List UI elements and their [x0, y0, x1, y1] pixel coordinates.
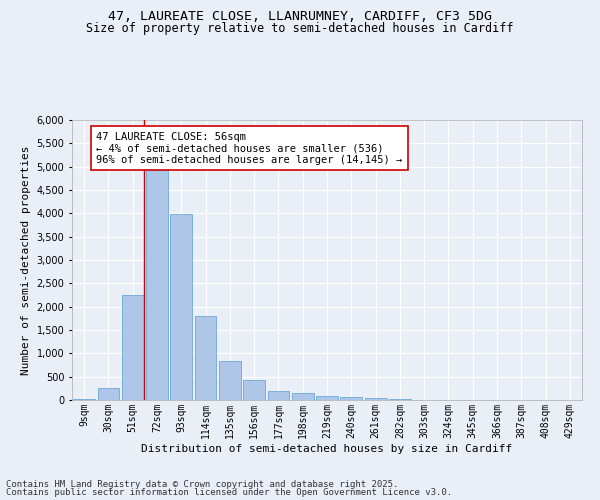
Bar	[122, 295, 143, 400]
Bar	[268, 390, 289, 400]
Text: Contains HM Land Registry data © Crown copyright and database right 2025.: Contains HM Land Registry data © Crown c…	[6, 480, 398, 489]
Bar	[292, 393, 314, 400]
Bar	[219, 361, 241, 400]
Text: Size of property relative to semi-detached houses in Cardiff: Size of property relative to semi-detach…	[86, 22, 514, 35]
X-axis label: Distribution of semi-detached houses by size in Cardiff: Distribution of semi-detached houses by …	[142, 444, 512, 454]
Bar	[389, 398, 411, 400]
Bar	[243, 380, 265, 400]
Bar	[146, 169, 168, 400]
Y-axis label: Number of semi-detached properties: Number of semi-detached properties	[21, 145, 31, 375]
Bar	[170, 214, 192, 400]
Text: Contains public sector information licensed under the Open Government Licence v3: Contains public sector information licen…	[6, 488, 452, 497]
Bar	[97, 388, 119, 400]
Bar	[316, 396, 338, 400]
Bar	[340, 396, 362, 400]
Bar	[194, 316, 217, 400]
Text: 47 LAUREATE CLOSE: 56sqm
← 4% of semi-detached houses are smaller (536)
96% of s: 47 LAUREATE CLOSE: 56sqm ← 4% of semi-de…	[96, 132, 403, 165]
Bar	[365, 398, 386, 400]
Text: 47, LAUREATE CLOSE, LLANRUMNEY, CARDIFF, CF3 5DG: 47, LAUREATE CLOSE, LLANRUMNEY, CARDIFF,…	[108, 10, 492, 23]
Bar	[73, 398, 95, 400]
